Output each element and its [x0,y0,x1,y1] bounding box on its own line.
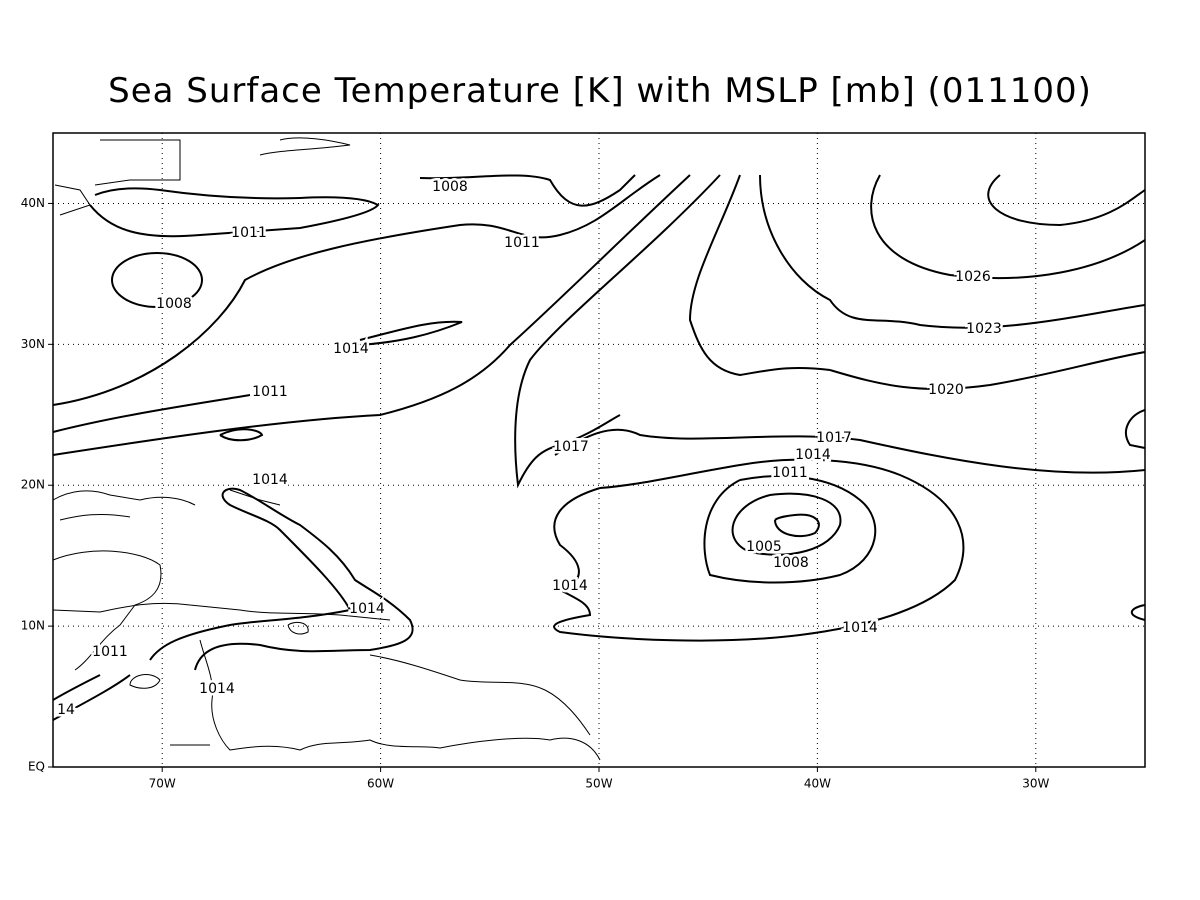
lon-tick-label: 70W [149,777,176,791]
contour-label: 1014 [333,341,369,357]
contour-label: 1005 [746,539,782,555]
contour-label: 1014 [842,620,878,636]
lon-tick-label: 50W [585,777,612,791]
contour-label: 1014 [252,472,288,488]
lat-tick-label: 30N [21,337,45,351]
map-title: Sea Surface Temperature [K] with MSLP [m… [108,71,1092,111]
lon-tick-label: 60W [367,777,394,791]
lat-tick-label: 40N [21,196,45,210]
contour-label: 1014 [795,447,831,463]
contour-label: 1011 [504,235,540,251]
contour-label: 1008 [432,179,468,195]
pressure-contours [52,174,1146,721]
contour-label: 1011 [92,644,128,660]
contour-label: 1014 [199,681,235,697]
contour-label: 1026 [955,269,991,285]
contour-label: 1017 [816,430,852,446]
contour-label: 1011 [772,465,808,481]
contour-label: 1011 [231,225,267,241]
contour-label: 14 [57,702,75,718]
lon-tick-label: 40W [804,777,831,791]
contour-label: 1023 [966,321,1002,337]
contour-label: 1017 [553,439,589,455]
contour-label: 1011 [252,384,288,400]
contour-label: 1020 [928,382,964,398]
lat-tick-label: 20N [21,478,45,492]
contour-label: 1014 [552,578,588,594]
contour-label: 1008 [156,296,192,312]
lat-tick-label: EQ [28,760,45,774]
contour-label: 1008 [773,555,809,571]
lat-tick-label: 10N [21,619,45,633]
contour-label: 1014 [349,601,385,617]
coastlines [52,137,601,761]
lon-tick-label: 30W [1022,777,1049,791]
